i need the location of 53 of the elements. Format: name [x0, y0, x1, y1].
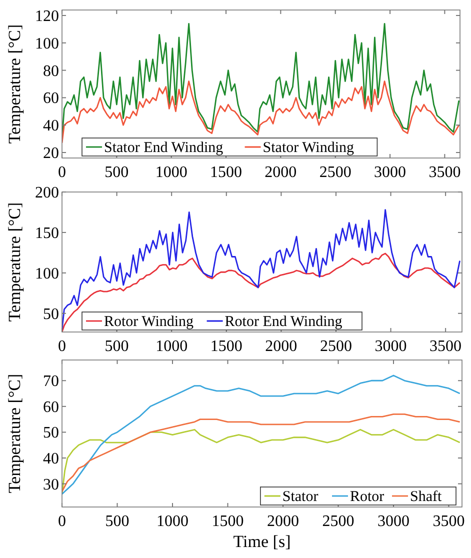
legend-label: Rotor Winding — [104, 314, 194, 330]
x-tick-label: 1000 — [156, 338, 188, 355]
x-tick-label: 2500 — [320, 338, 352, 355]
y-tick-label: 60 — [43, 90, 59, 108]
x-tick-label: 3000 — [377, 513, 410, 530]
x-tick-label: 2500 — [319, 164, 352, 181]
y-tick-label: 100 — [35, 265, 59, 282]
x-tick-label: 500 — [104, 164, 129, 181]
x-tick-label: 0 — [58, 164, 66, 181]
x-tick-label: 2000 — [264, 164, 297, 181]
x-tick-label: 500 — [105, 513, 130, 530]
x-tick-label: 3000 — [374, 164, 406, 181]
y-tick-label: 150 — [35, 224, 59, 242]
y-tick-label: 40 — [43, 118, 59, 135]
x-tick-label: 3500 — [432, 513, 465, 530]
legend-label: Stator Winding — [262, 140, 354, 156]
legend-label: Shaft — [410, 489, 442, 505]
y-tick-label: 70 — [43, 373, 59, 390]
y-tick-label: 50 — [43, 424, 59, 442]
y-axis-title: Temperature [°C] — [5, 24, 24, 144]
x-tick-label: 0 — [58, 338, 66, 355]
x-tick-label: 0 — [58, 513, 66, 530]
y-tick-label: 60 — [43, 398, 59, 416]
x-tick-label: 3500 — [428, 164, 461, 181]
y-tick-label: 120 — [35, 8, 59, 25]
x-axis-title: Time [s] — [233, 532, 291, 551]
line-series — [62, 209, 461, 330]
legend-label: Stator End Winding — [104, 140, 224, 156]
y-tick-label: 100 — [35, 35, 59, 52]
x-tick-label: 1500 — [212, 513, 244, 530]
x-tick-label: 2500 — [322, 513, 354, 530]
y-tick-label: 30 — [43, 476, 59, 494]
x-tick-label: 2000 — [266, 513, 299, 530]
y-tick-label: 80 — [43, 62, 59, 80]
legend-label: Stator — [282, 489, 318, 505]
y-tick-label: 40 — [43, 450, 59, 468]
x-tick-label: 3500 — [430, 338, 462, 355]
y-tick-label: 50 — [43, 306, 59, 323]
y-axis-title: Temperature [°C] — [5, 374, 24, 494]
y-tick-label: 20 — [43, 145, 59, 162]
line-series — [62, 413, 460, 492]
x-tick-label: 2000 — [265, 338, 298, 355]
y-axis-title: Temperature [°C] — [5, 202, 24, 322]
x-tick-label: 1000 — [156, 513, 188, 530]
legend-label: Rotor End Winding — [224, 314, 343, 330]
x-tick-label: 1500 — [210, 338, 242, 355]
line-series — [62, 252, 461, 332]
x-tick-label: 500 — [104, 338, 129, 355]
x-tick-label: 3000 — [374, 338, 407, 355]
x-tick-label: 1500 — [210, 164, 242, 181]
x-tick-label: 1000 — [155, 164, 188, 181]
legend-label: Rotor — [350, 489, 384, 505]
y-tick-label: 200 — [35, 184, 59, 202]
